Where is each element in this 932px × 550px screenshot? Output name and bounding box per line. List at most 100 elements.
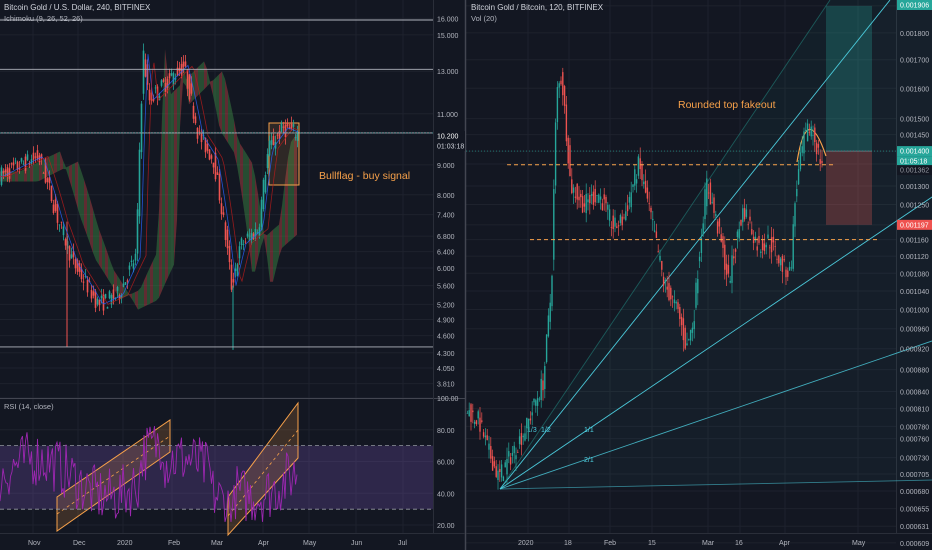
- candle: [499, 469, 501, 473]
- stop-price-tag-bg: [897, 219, 932, 230]
- ichimoku-cloud-segment: [51, 154, 54, 175]
- candle: [90, 289, 93, 299]
- candle: [118, 295, 121, 300]
- candle: [803, 131, 805, 154]
- rsi-channel-1: [56, 419, 171, 532]
- candle: [610, 226, 613, 228]
- candle: [26, 154, 29, 160]
- candle: [790, 267, 793, 269]
- ichimoku-cloud-segment: [171, 91, 174, 272]
- candle: [224, 222, 227, 240]
- candle: [486, 435, 488, 441]
- right-price-tick: 0.000920: [900, 347, 929, 354]
- candle: [614, 217, 616, 227]
- candle: [248, 235, 251, 237]
- candle: [200, 133, 203, 143]
- right-chart-title: Bitcoin Gold / Bitcoin, 120, BITFINEX: [471, 3, 604, 12]
- ichimoku-cloud-segment: [147, 267, 150, 306]
- candle: [186, 69, 189, 89]
- ichimoku-cloud-segment: [105, 245, 108, 280]
- candle: [296, 131, 299, 141]
- candle: [32, 152, 35, 160]
- candle: [40, 154, 43, 159]
- candle: [729, 280, 731, 283]
- candle: [529, 418, 532, 421]
- left-price-tick: 11.000: [437, 112, 458, 119]
- candle: [596, 195, 598, 196]
- candle: [734, 249, 737, 252]
- right-price-tag-bg: [897, 146, 932, 157]
- ichimoku-cloud-segment: [108, 254, 111, 285]
- ichimoku-cloud-segment: [84, 179, 87, 236]
- candle: [250, 233, 253, 240]
- rsi-tick: 80.00: [437, 428, 455, 435]
- candle: [468, 410, 470, 417]
- candle: [50, 185, 53, 202]
- right-time-tick: 2020: [518, 540, 534, 547]
- left-price-tick: 6.000: [437, 266, 455, 273]
- ichimoku-cloud-segment: [207, 68, 210, 87]
- left-price-tick: 8.000: [437, 193, 455, 200]
- candle: [578, 196, 580, 201]
- candle: [677, 302, 679, 309]
- ichimoku-cloud-segment: [33, 163, 36, 182]
- right-price-tick: 0.000609: [900, 541, 929, 548]
- ichimoku-cloud-segment: [102, 237, 105, 275]
- candle: [805, 129, 807, 132]
- left-countdown-tag-bg: [434, 141, 465, 151]
- rsi-tick: 40.00: [437, 491, 455, 498]
- candle: [752, 236, 755, 244]
- candle: [18, 168, 21, 170]
- ichimoku-cloud-segment: [93, 208, 96, 261]
- ichimoku-cloud-segment: [219, 71, 222, 134]
- candle: [695, 282, 697, 308]
- ichimoku-cloud-segment: [243, 148, 246, 224]
- candle: [718, 218, 721, 227]
- candle: [4, 169, 7, 173]
- candle: [760, 251, 762, 253]
- candle: [783, 259, 785, 261]
- right-price-tick: 0.001160: [900, 238, 929, 245]
- candle: [743, 207, 746, 220]
- candle: [817, 144, 820, 148]
- candle: [138, 149, 141, 217]
- candle: [56, 203, 59, 223]
- candle: [62, 226, 65, 236]
- candle: [142, 50, 145, 94]
- candle: [136, 209, 139, 254]
- candle: [538, 398, 541, 400]
- candle: [16, 161, 19, 170]
- candle: [152, 99, 155, 101]
- right-price-tick: 0.000810: [900, 407, 929, 414]
- right-price-tick: 0.000880: [900, 368, 929, 375]
- candle: [592, 191, 595, 205]
- ichimoku-cloud-segment: [87, 188, 90, 244]
- candle: [176, 67, 179, 76]
- candle: [130, 260, 133, 263]
- fan-label: 2/1: [584, 457, 594, 464]
- candle: [132, 263, 135, 269]
- candle: [472, 410, 474, 413]
- ichimoku-cloud-segment: [135, 290, 138, 310]
- candle: [508, 451, 510, 457]
- candle: [727, 265, 730, 274]
- candle: [268, 140, 271, 156]
- candle: [767, 234, 769, 239]
- candle: [670, 287, 672, 300]
- right-time-tick: Mar: [702, 540, 715, 547]
- right-price-tag: 0.001400: [900, 149, 929, 156]
- candle: [702, 223, 704, 235]
- ichimoku-cloud-segment: [60, 151, 63, 171]
- candle: [576, 183, 578, 200]
- candle: [806, 123, 809, 142]
- ichimoku-cloud-segment: [81, 170, 84, 228]
- candle: [720, 234, 722, 242]
- ichimoku-cloud-segment: [114, 270, 117, 295]
- candle: [240, 238, 243, 246]
- target-price-tag: 0.001906: [900, 3, 929, 10]
- candle: [98, 299, 101, 306]
- candle: [286, 122, 289, 127]
- ichimoku-conversion-line: [0, 54, 299, 305]
- candle: [554, 122, 557, 186]
- candle: [166, 78, 169, 88]
